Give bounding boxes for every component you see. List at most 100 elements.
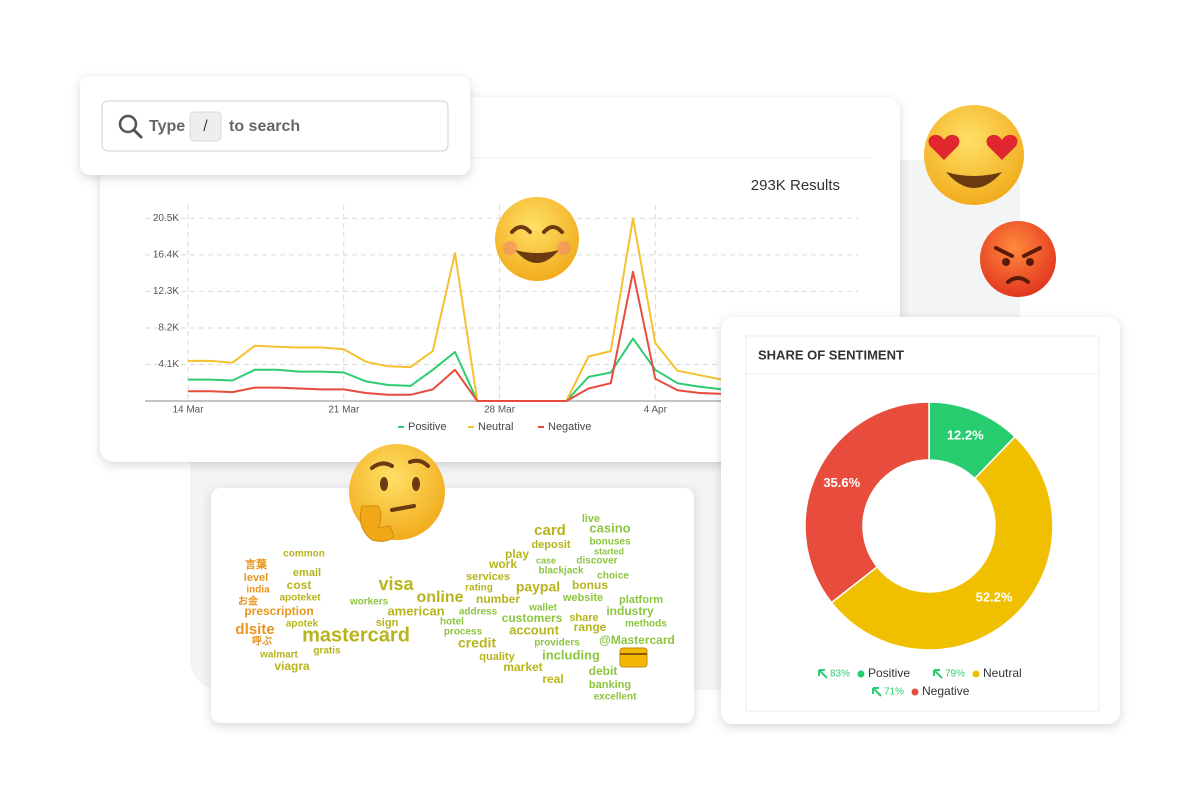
word: deposit: [531, 539, 570, 551]
emoji-eye: [986, 134, 1018, 160]
emoji-mouth: [946, 172, 1002, 188]
trend-arrow: [818, 669, 828, 679]
emoji-brow: [994, 246, 1042, 258]
word: services: [466, 571, 510, 583]
x-tick-label: 14 Mar: [172, 405, 204, 416]
results-count: 293K Results: [751, 177, 840, 194]
pie-slice: [804, 401, 930, 604]
data-label: 52.2%: [976, 589, 1013, 604]
emoji-heart-eyes: [924, 105, 1024, 205]
word: excellent: [594, 692, 637, 703]
word: including: [542, 647, 600, 662]
x-tick-label: 4 Apr: [644, 405, 668, 416]
legend-label: Positive: [408, 421, 447, 433]
emoji-mouth: [390, 504, 416, 512]
emoji-brow: [370, 458, 430, 470]
emoji-mouth: [1006, 276, 1030, 284]
data-label: 35.6%: [823, 475, 860, 490]
word: card: [534, 522, 566, 539]
panel: [745, 335, 1100, 712]
search-icon: [118, 114, 138, 134]
pie-title: SHARE OF SENTIMENT: [758, 347, 904, 362]
word: common: [283, 549, 325, 560]
word: wallet: [528, 603, 557, 614]
word: american: [387, 603, 444, 618]
trend-label: 71%: [884, 687, 904, 698]
word: cost: [287, 578, 312, 592]
word: online: [416, 589, 463, 606]
emoji-thinking: [349, 444, 445, 542]
legend-dot: [857, 670, 865, 678]
word: hotel: [440, 617, 464, 628]
word: providers: [534, 638, 580, 649]
emoji-eye: [412, 477, 420, 491]
search-box[interactable]: [101, 100, 449, 152]
search-key: /: [203, 118, 208, 135]
word: bonuses: [589, 537, 631, 548]
pie-chart-card: SHARE OF SENTIMENT 12.2% 52.2% 35.6% 83% Pos…: [721, 317, 1120, 724]
legend-label: Negative: [922, 684, 970, 698]
word: sign: [376, 617, 399, 629]
legend-label: Neutral: [983, 666, 1022, 680]
word: casino: [589, 520, 630, 535]
word: india: [246, 585, 270, 596]
word: apoteket: [279, 593, 321, 604]
y-tick-label: 8.2K: [158, 323, 179, 334]
word: お金: [238, 595, 259, 608]
word: @Mastercard: [599, 633, 675, 647]
search-prefix: Type: [149, 118, 185, 135]
word: methods: [625, 619, 667, 630]
emoji-mouth: [515, 250, 559, 263]
word: banking: [589, 679, 631, 691]
word: email: [293, 567, 321, 579]
card-icon: [619, 647, 648, 668]
trend-arrow: [872, 687, 882, 697]
word: prescription: [244, 604, 313, 618]
word: discover: [576, 556, 617, 567]
word: started: [594, 546, 624, 556]
emoji-hand: [359, 505, 395, 542]
word-cloud-card: 言葉 common email level cost india apoteket お金pre…: [211, 488, 694, 723]
legend-dot: [972, 670, 980, 678]
trend-label: 83%: [830, 669, 850, 680]
word: real: [542, 672, 563, 686]
word: credit: [458, 635, 496, 651]
word: case: [536, 555, 556, 565]
word: address: [459, 607, 498, 618]
y-tick-label: 16.4K: [153, 250, 179, 261]
word: customers: [502, 611, 563, 625]
emoji-angry: [980, 221, 1056, 297]
emoji-eye: [380, 477, 388, 491]
y-tick-label: 4.1K: [158, 359, 179, 370]
word: apotek: [286, 619, 319, 630]
card: [211, 488, 694, 723]
word: visa: [378, 574, 414, 594]
search-suffix: to search: [229, 118, 300, 135]
word: account: [509, 622, 560, 637]
word: blackjack: [538, 566, 583, 577]
word: mastercard: [302, 624, 410, 646]
line-chart-card: 293K Results 4.1K 8.2K 12.3K 16.4K 20.5K 14 M…: [100, 97, 900, 462]
word: quality: [479, 651, 515, 663]
legend-label: Positive: [868, 666, 910, 680]
word: play: [505, 547, 529, 561]
word: range: [574, 620, 607, 634]
word: work: [488, 557, 517, 571]
word: debit: [589, 664, 618, 678]
legend-label: Neutral: [478, 421, 513, 433]
word: number: [476, 592, 520, 606]
word: website: [562, 592, 603, 604]
emoji-face: [980, 221, 1056, 297]
word: industry: [606, 604, 654, 618]
word: live: [582, 513, 600, 525]
card: [721, 317, 1120, 724]
search-card: Type / to search: [80, 76, 470, 175]
word: dlsite: [235, 621, 274, 638]
y-tick-label: 12.3K: [153, 286, 179, 297]
emoji-face: [495, 197, 579, 281]
x-tick-label: 21 Mar: [328, 405, 360, 416]
word: market: [503, 660, 542, 674]
word: 言葉: [245, 557, 268, 571]
pie-slice: [830, 435, 1054, 651]
